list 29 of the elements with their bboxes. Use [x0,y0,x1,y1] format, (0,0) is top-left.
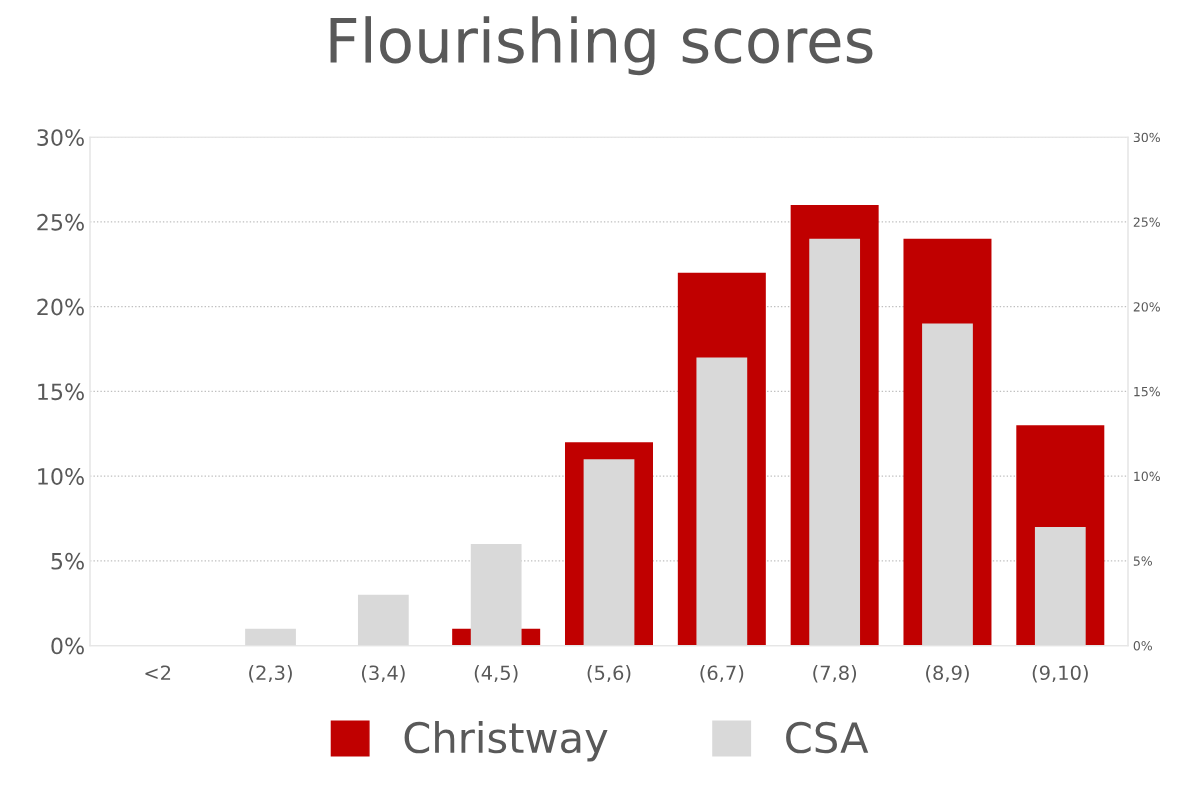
x-tick-label: (6,7) [700,665,744,683]
y-tick-label: 10% [38,468,84,485]
x-tick-label: (7,8) [813,665,857,683]
bar [357,594,409,646]
y2-tick-label: 20% [1133,302,1160,312]
x-tick-label: (8,9) [926,665,969,683]
y-tick-label: 5% [51,552,84,570]
y2-tick-label: 25% [1133,217,1160,227]
y2-tick-label: 30% [1133,132,1160,143]
y-tick-label: 25% [37,213,84,231]
x-tick-label: (3,4) [361,665,405,683]
y-tick-label: 30% [37,129,84,146]
chart-title: Flourishing scores [330,16,873,76]
y2-tick-label: 10% [1134,471,1160,482]
x-tick-label: (4,5) [474,665,518,683]
x-tick-label: (2,3) [249,665,292,683]
x-tick-label: <2 [145,665,171,680]
bar [245,628,296,646]
y-tick-label: 20% [37,298,84,316]
x-tick-label: (5,6) [587,665,631,683]
y2-tick-label: 0% [1133,641,1152,651]
y-tick-label: 15% [38,383,84,401]
legend-label: Christway [404,721,608,762]
y2-tick-label: 15% [1134,386,1160,397]
x-tick-label: (9,10) [1032,665,1088,683]
legend-label: CSA [786,721,869,754]
bar [1034,526,1086,646]
y-tick-label: 0% [51,637,84,655]
y2-tick-label: 5% [1133,556,1152,566]
